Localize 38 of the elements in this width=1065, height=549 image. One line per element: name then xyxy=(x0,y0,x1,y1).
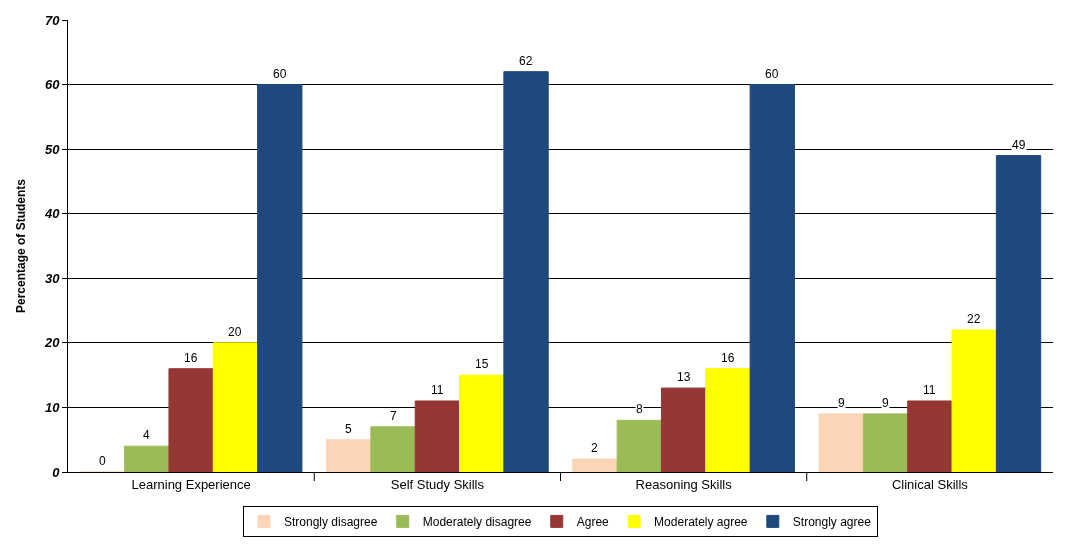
y-tick-label: 0 xyxy=(52,464,61,480)
y-axis-title: Percentage of Students xyxy=(14,178,29,314)
x-tick-label: Reasoning Skills xyxy=(635,476,733,492)
y-tick-label: 30 xyxy=(44,270,61,286)
legend-label: Strongly disagree xyxy=(284,515,378,530)
data-label: 49 xyxy=(1012,138,1026,152)
data-label: 60 xyxy=(765,67,779,81)
y-tick-label: 60 xyxy=(44,77,61,93)
data-label: 15 xyxy=(475,357,489,371)
data-label: 22 xyxy=(967,312,981,326)
y-tick-label: 10 xyxy=(44,399,61,415)
data-label: 11 xyxy=(431,383,444,397)
data-label: 16 xyxy=(184,351,198,365)
data-label: 5 xyxy=(345,422,352,436)
data-label: 2 xyxy=(591,441,598,455)
data-label: 13 xyxy=(677,370,691,384)
legend-label: Moderately disagree xyxy=(422,515,532,530)
y-tick-label: 20 xyxy=(43,335,61,351)
data-label: 16 xyxy=(721,351,735,365)
legend-label: Strongly agree xyxy=(792,515,872,530)
data-label: 9 xyxy=(838,396,845,410)
data-label: 60 xyxy=(273,67,287,81)
data-label: 8 xyxy=(636,402,643,416)
data-label: 7 xyxy=(390,409,397,423)
data-label: 9 xyxy=(882,396,889,410)
y-tick-label: 70 xyxy=(44,12,61,28)
x-tick-label: Clinical Skills xyxy=(891,476,969,492)
data-label: 0 xyxy=(99,454,106,468)
x-tick-label: Self Study Skills xyxy=(390,476,485,492)
legend-label: Moderately agree xyxy=(654,515,748,530)
data-label: 20 xyxy=(228,325,242,339)
data-label: 11 xyxy=(923,383,936,397)
x-tick-label: Learning Experience xyxy=(131,476,251,492)
y-tick-label: 50 xyxy=(44,141,61,157)
legend-label: Agree xyxy=(576,515,610,530)
y-tick-label: 40 xyxy=(43,206,61,222)
data-label: 4 xyxy=(143,428,150,442)
data-label: 62 xyxy=(519,54,533,68)
